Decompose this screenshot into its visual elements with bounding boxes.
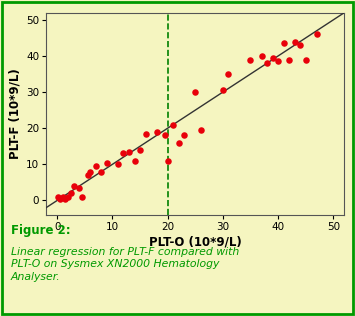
- Point: [220, 88, 226, 93]
- Point: [65, 194, 71, 199]
- Point: [99, 169, 104, 174]
- Point: [71, 184, 77, 189]
- Text: Linear regression for PLT-F compared with
PLT-O on Sysmex XN2000 Hematology
Anal: Linear regression for PLT-F compared wit…: [11, 246, 239, 282]
- Point: [126, 149, 132, 154]
- Point: [292, 39, 297, 44]
- Point: [55, 194, 61, 199]
- Point: [57, 196, 63, 201]
- Point: [297, 43, 303, 48]
- Point: [181, 133, 187, 138]
- Point: [192, 89, 198, 94]
- Point: [314, 32, 320, 37]
- Point: [281, 41, 286, 46]
- Point: [225, 71, 231, 76]
- Point: [275, 59, 281, 64]
- Point: [137, 147, 143, 152]
- Point: [87, 169, 93, 174]
- Point: [162, 133, 168, 138]
- Point: [132, 158, 137, 163]
- Point: [259, 53, 264, 58]
- X-axis label: PLT-O (10*9/L): PLT-O (10*9/L): [149, 236, 242, 249]
- Point: [60, 194, 66, 199]
- Point: [303, 57, 308, 62]
- Point: [264, 61, 270, 66]
- Point: [93, 164, 99, 169]
- Point: [154, 129, 159, 134]
- Point: [76, 185, 82, 190]
- Point: [248, 57, 253, 62]
- Point: [176, 140, 181, 145]
- Point: [68, 191, 74, 196]
- Point: [143, 131, 148, 136]
- Text: Figure 2:: Figure 2:: [11, 224, 70, 237]
- Point: [121, 151, 126, 156]
- Point: [79, 194, 85, 199]
- Point: [198, 127, 204, 132]
- Point: [165, 158, 170, 163]
- Point: [62, 196, 68, 201]
- Point: [115, 162, 121, 167]
- Point: [170, 122, 176, 127]
- Point: [270, 55, 275, 60]
- Point: [104, 160, 110, 165]
- Point: [286, 57, 292, 62]
- Y-axis label: PLT-F (10*9/L): PLT-F (10*9/L): [9, 68, 22, 159]
- Point: [85, 173, 91, 178]
